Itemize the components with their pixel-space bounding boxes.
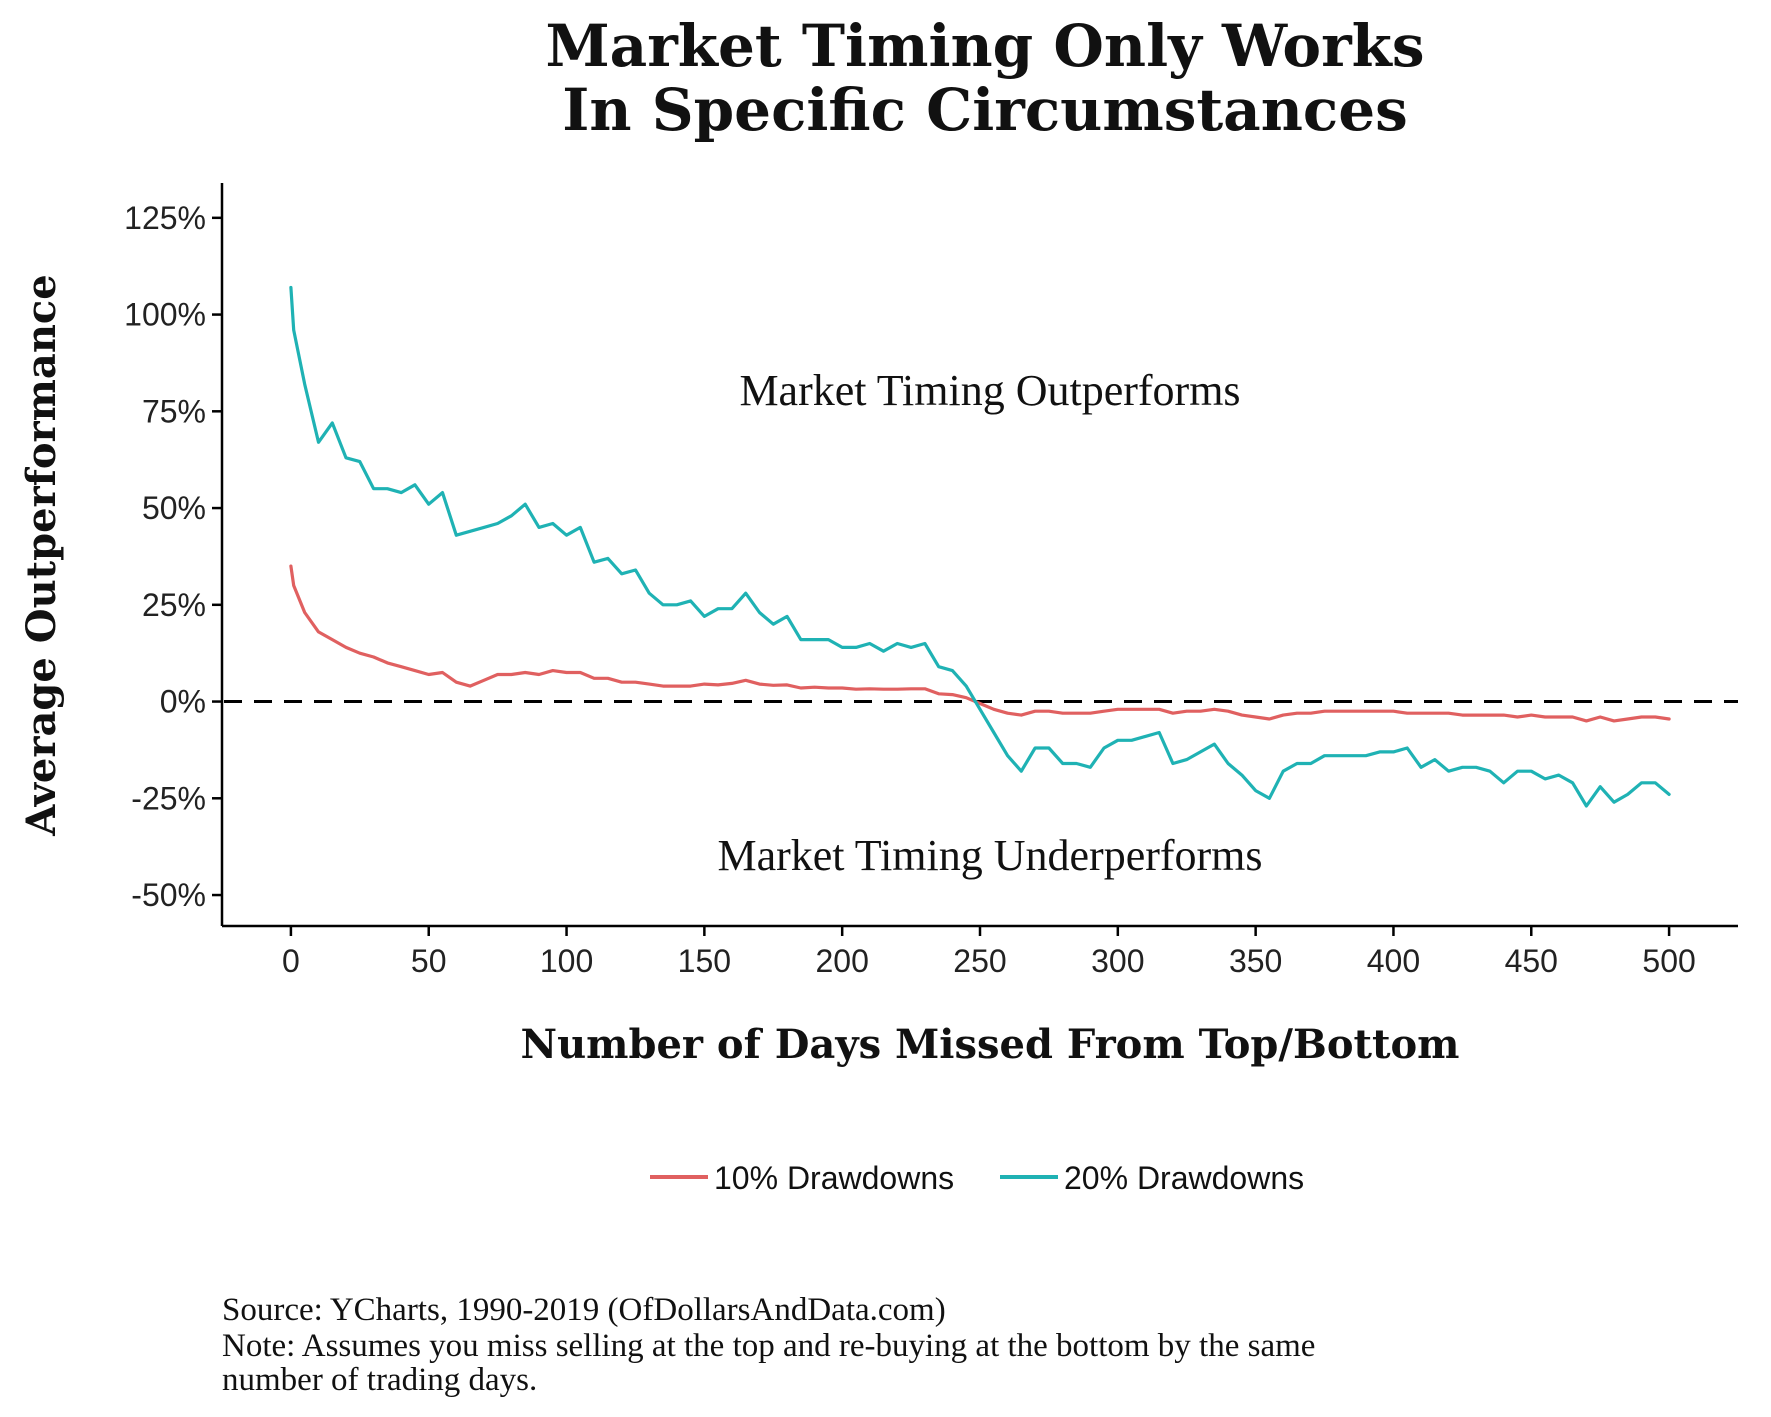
x-axis-title: Number of Days Missed From Top/Bottom [521,1021,1460,1068]
y-tick-label: 75% [142,393,206,429]
annotation-underperforms: Market Timing Underperforms [717,831,1262,880]
chart-title-line-2: In Specific Circumstances [562,76,1408,144]
x-tick-label: 350 [1229,943,1282,979]
x-tick-label: 500 [1642,943,1695,979]
y-tick-label: 100% [124,297,206,333]
x-axis-ticks: 0 50 100 150 200 250 300 350 400 450 500 [282,926,1696,979]
y-tick-label: -25% [131,780,206,816]
x-tick-label: 200 [815,943,868,979]
y-tick-label: 25% [142,587,206,623]
y-axis-title: Average Outperformance [18,274,65,836]
footer-source: Source: YCharts, 1990-2019 (OfDollarsAnd… [222,1292,946,1328]
y-tick-label: 125% [124,200,206,236]
x-tick-label: 150 [678,943,731,979]
x-tick-label: 400 [1367,943,1420,979]
y-tick-label: 50% [142,490,206,526]
series-line-10pct-drawdowns [289,564,1671,723]
legend: 10% Drawdowns 20% Drawdowns [650,1160,1304,1196]
chart-title-line-1: Market Timing Only Works [545,12,1424,80]
legend-label-10pct: 10% Drawdowns [714,1160,954,1196]
x-tick-label: 300 [1091,943,1144,979]
x-tick-label: 450 [1505,943,1558,979]
y-tick-label: 0% [160,684,206,720]
y-tick-label: -50% [131,877,206,913]
legend-label-20pct: 20% Drawdowns [1064,1160,1304,1196]
x-tick-label: 250 [953,943,1006,979]
chart-title: Market Timing Only Works In Specific Cir… [545,12,1424,144]
annotation-outperforms: Market Timing Outperforms [739,366,1240,415]
x-tick-label: 50 [411,943,447,979]
y-axis-ticks: 125% 100% 75% 50% 25% 0% -25% -50% [124,200,222,913]
series-lines [289,285,1671,808]
footer-note-line-1: Note: Assumes you miss selling at the to… [222,1328,1315,1364]
x-tick-label: 0 [282,943,300,979]
series-line-20pct-drawdowns [289,285,1671,808]
footer-notes: Source: YCharts, 1990-2019 (OfDollarsAnd… [222,1292,1315,1398]
footer-note-line-2: number of trading days. [222,1362,537,1398]
x-tick-label: 100 [540,943,593,979]
